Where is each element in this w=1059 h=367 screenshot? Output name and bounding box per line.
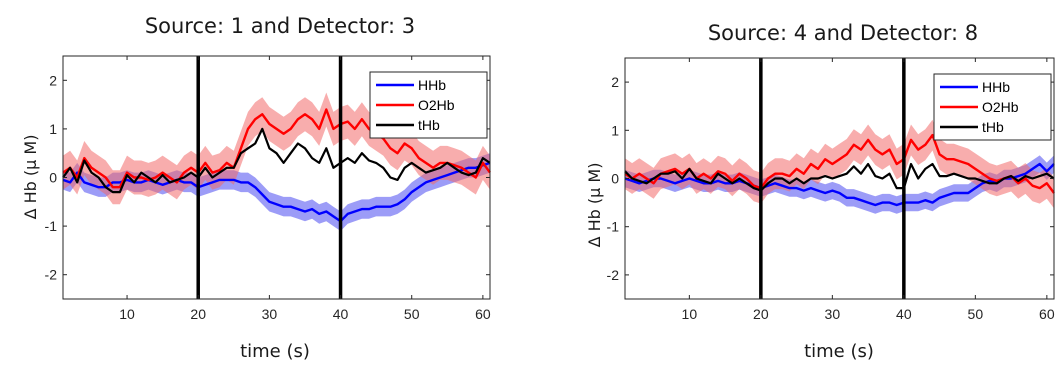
band-o2hb xyxy=(625,119,1054,209)
plot-area: 10 20 30 40 50 60 -2 -1 0 1 2 xyxy=(45,55,491,322)
legend-label-o2hb: O2Hb xyxy=(418,97,455,113)
x-tick-label: 40 xyxy=(333,306,349,322)
x-axis-label: time (s) xyxy=(240,341,310,362)
x-tick-label: 50 xyxy=(404,306,420,322)
series-line-thb xyxy=(624,162,1055,192)
legend-label-hhb: HHb xyxy=(418,77,446,93)
y-tick-label: 2 xyxy=(611,74,619,90)
x-tick-label: 30 xyxy=(825,306,841,322)
y-axis-label: Δ Hb (μ M) xyxy=(21,135,40,220)
legend-label-thb: tHb xyxy=(418,117,440,133)
y-tick-label: 1 xyxy=(49,121,57,137)
x-tick-label: 30 xyxy=(262,306,278,322)
y-tick-label: -1 xyxy=(45,218,58,234)
legend: HHb O2Hb tHb xyxy=(933,73,1052,141)
legend-label-hhb: HHb xyxy=(982,79,1010,95)
x-tick-label: 10 xyxy=(682,306,698,322)
x-tick-label: 20 xyxy=(190,306,206,322)
y-tick-label: 2 xyxy=(49,72,57,88)
y-tick-label: -2 xyxy=(607,267,620,283)
x-tick-label: 50 xyxy=(968,306,984,322)
y-axis-label: Δ Hb (μ M) xyxy=(585,163,604,248)
chart-panel-right: Source: 4 and Detector: 8 Δ Hb (μ M) tim… xyxy=(585,21,1055,362)
series-line-thb xyxy=(62,127,491,194)
legend-label-thb: tHb xyxy=(982,119,1004,135)
y-tick-label: 0 xyxy=(49,170,57,186)
legend-box xyxy=(369,71,488,139)
y-tick-label: -2 xyxy=(45,267,58,283)
plot-area: 10 20 30 40 50 60 -2 -1 0 1 2 xyxy=(607,57,1055,322)
x-tick-label: 10 xyxy=(119,306,135,322)
y-tick-label: -1 xyxy=(607,219,620,235)
y-tick-label: 0 xyxy=(611,171,619,187)
chart-title: Source: 1 and Detector: 3 xyxy=(145,14,415,38)
legend: HHb O2Hb tHb xyxy=(369,71,488,139)
chart-title: Source: 4 and Detector: 8 xyxy=(708,21,978,45)
x-tick-label: 60 xyxy=(1039,306,1055,322)
x-tick-label: 40 xyxy=(896,306,912,322)
x-tick-label: 60 xyxy=(475,306,491,322)
chart-panel-left: Source: 1 and Detector: 3 Δ Hb (μ M) tim… xyxy=(21,14,491,362)
x-tick-label: 20 xyxy=(753,306,769,322)
band-hhb xyxy=(625,155,1054,214)
x-axis-label: time (s) xyxy=(804,341,874,362)
legend-label-o2hb: O2Hb xyxy=(982,99,1019,115)
series-line-hhb xyxy=(624,162,1055,207)
y-tick-label: 1 xyxy=(611,122,619,138)
series-line-o2hb xyxy=(62,108,491,189)
